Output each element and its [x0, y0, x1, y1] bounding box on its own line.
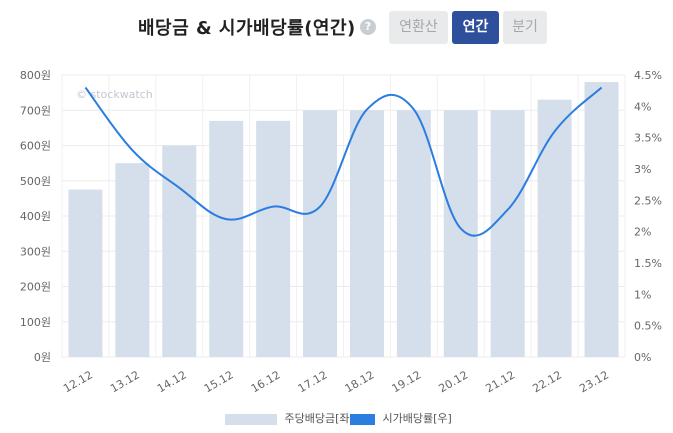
tab-annual[interactable]: 연간 [452, 11, 499, 44]
right-tick-label: 0.5% [634, 320, 662, 333]
x-tick-label: 15.12 [202, 368, 236, 395]
legend-label-yield: 시가배당률[우] [382, 412, 452, 425]
chart-header: 배당금 & 시가배당률(연간) ? 연환산 연간 분기 [0, 10, 673, 46]
legend-item-yield[interactable]: 시가배당률[우] [350, 410, 452, 426]
legend-item-dividend[interactable]: 주당배당금[좌] [225, 410, 354, 426]
grid-lines [61, 74, 626, 358]
x-axis-ticks: 12.12 13.12 14.12 15.12 16.12 17.12 18.12 19.12… [61, 368, 611, 395]
right-axis-ticks: 0% 0.5% 1% 1.5% 2% 2.5% 3% 3.5% 4% 4.5% [634, 69, 662, 364]
left-tick-label: 300원 [20, 245, 51, 258]
x-tick-label: 12.12 [61, 368, 95, 395]
chart-title: 배당금 & 시가배당률(연간) [138, 18, 356, 39]
yield-line[interactable] [84, 86, 603, 237]
x-tick-label: 16.12 [249, 368, 283, 395]
tab-annualized[interactable]: 연환산 [389, 11, 448, 44]
right-tick-label: 4% [634, 100, 651, 113]
tab-quarterly[interactable]: 분기 [503, 11, 547, 44]
x-tick-label: 18.12 [343, 368, 377, 395]
right-tick-label: 2.5% [634, 194, 662, 207]
left-axis-ticks: 0원 100원 200원 300원 400원 500원 600원 700원 800원 [20, 69, 51, 364]
line-series [84, 86, 603, 237]
x-tick-label: 21.12 [483, 368, 517, 395]
right-tick-label: 1.5% [634, 257, 662, 270]
bar-16.12[interactable] [256, 120, 291, 357]
left-tick-label: 100원 [20, 316, 51, 329]
left-tick-label: 0원 [34, 351, 51, 364]
bar-21.12[interactable] [490, 110, 525, 357]
legend-swatch-dividend [225, 413, 277, 425]
right-tick-label: 3.5% [634, 132, 662, 145]
right-tick-label: 3% [634, 163, 651, 176]
left-tick-label: 800원 [20, 69, 51, 82]
bar-series [68, 82, 619, 358]
x-tick-label: 19.12 [390, 368, 424, 395]
left-tick-label: 200원 [20, 281, 51, 294]
left-tick-label: 700원 [20, 104, 51, 117]
x-tick-label: 20.12 [437, 368, 471, 395]
right-tick-label: 0% [634, 351, 651, 364]
bar-19.12[interactable] [396, 110, 431, 357]
help-circle-icon[interactable]: ? [360, 19, 376, 35]
bar-14.12[interactable] [162, 145, 197, 358]
x-tick-label: 14.12 [155, 368, 189, 395]
bar-22.12[interactable] [537, 99, 572, 358]
bar-18.12[interactable] [349, 110, 384, 357]
x-tick-label: 13.12 [108, 368, 142, 395]
bar-17.12[interactable] [303, 110, 338, 357]
x-tick-label: 22.12 [530, 368, 564, 395]
bar-23.12[interactable] [584, 82, 619, 358]
legend-label-dividend: 주당배당금[좌] [284, 412, 354, 425]
bar-15.12[interactable] [209, 120, 244, 357]
left-tick-label: 600원 [20, 140, 51, 153]
x-tick-label: 23.12 [577, 368, 611, 395]
left-tick-label: 500원 [20, 175, 51, 188]
x-tick-label: 17.12 [296, 368, 330, 395]
left-tick-label: 400원 [20, 210, 51, 223]
right-tick-label: 4.5% [634, 69, 662, 82]
legend: 주당배당금[좌] 시가배당률[우] [0, 410, 673, 428]
right-tick-label: 2% [634, 226, 651, 239]
bar-12.12[interactable] [68, 189, 103, 357]
legend-swatch-yield [350, 413, 375, 425]
bar-13.12[interactable] [115, 163, 150, 357]
watermark: © stockwatch [76, 88, 153, 101]
right-tick-label: 1% [634, 288, 651, 301]
bar-20.12[interactable] [443, 110, 478, 357]
